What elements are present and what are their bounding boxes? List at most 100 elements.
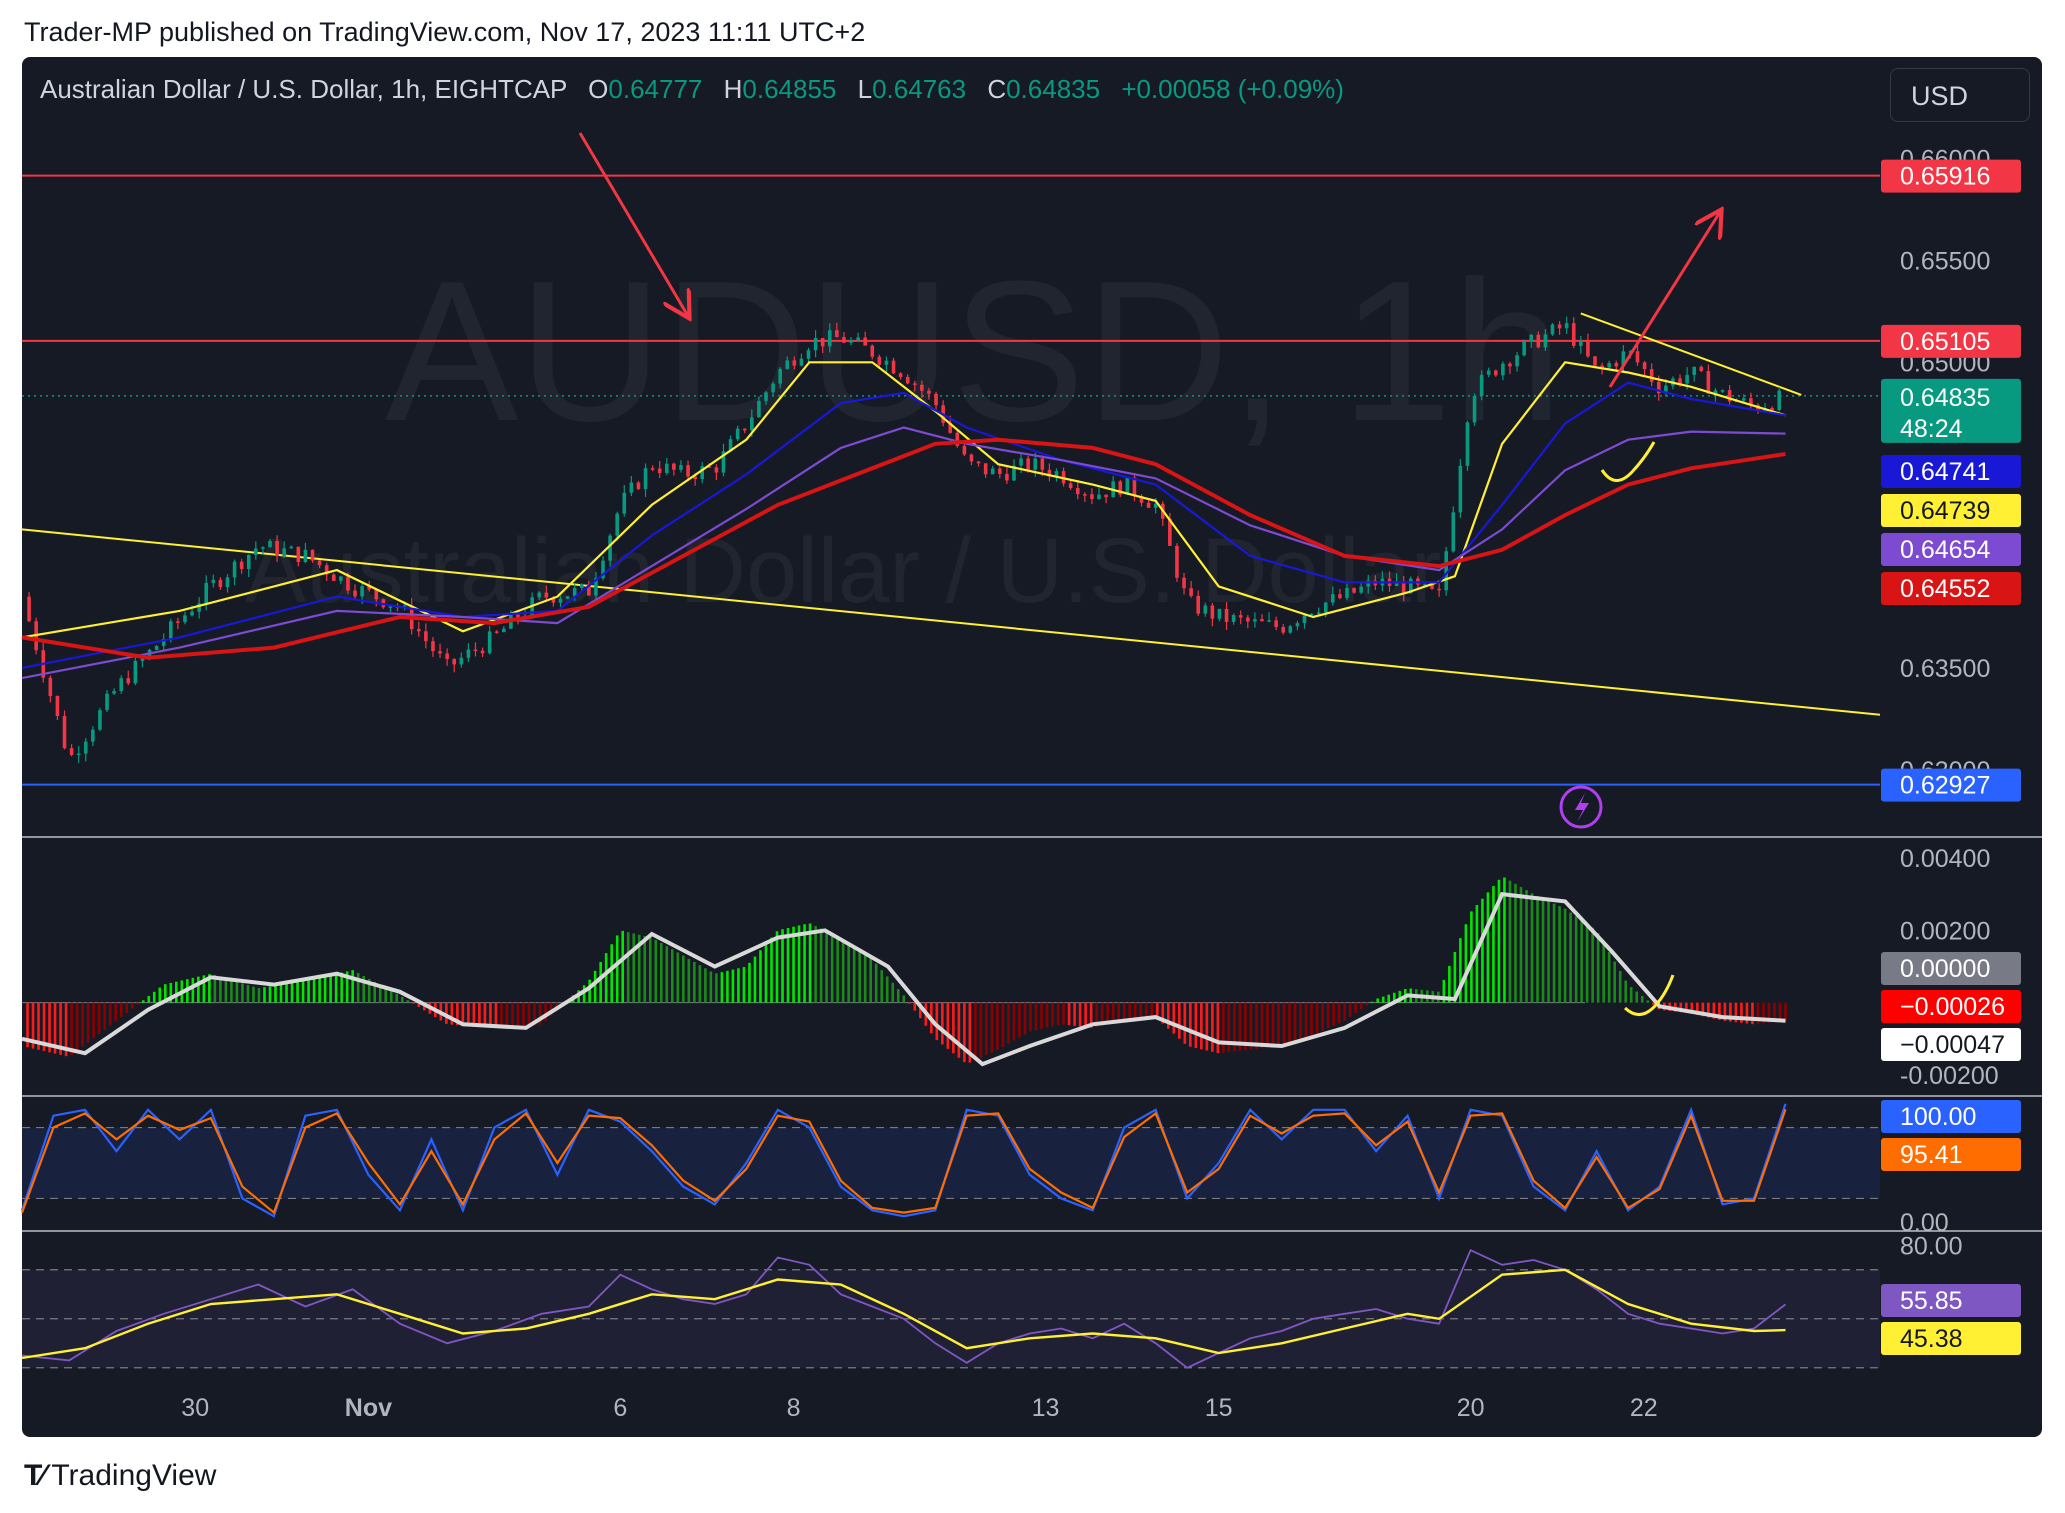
histogram-bar: [1332, 1002, 1335, 1026]
histogram-bar: [610, 944, 613, 1003]
histogram-bar: [235, 981, 239, 1003]
histogram-bar: [1629, 987, 1633, 1003]
histogram-bar: [445, 1002, 448, 1024]
histogram-bar: [1734, 1002, 1738, 1023]
candle-body: [119, 678, 123, 692]
histogram-bar: [1701, 1002, 1705, 1017]
candle-body: [360, 586, 364, 597]
candle-body: [1557, 324, 1562, 329]
histogram-bar: [367, 978, 371, 1003]
candle-body: [785, 360, 790, 369]
histogram-bar: [373, 981, 377, 1003]
histogram-bar: [1453, 952, 1457, 1003]
histogram-bar: [643, 935, 647, 1003]
candle-body: [1536, 334, 1541, 348]
histogram-bar: [1310, 1002, 1313, 1036]
candle-body: [168, 621, 173, 639]
histogram-bar: [582, 985, 586, 1003]
histogram-bar: [1001, 1002, 1005, 1047]
candle-body: [1097, 494, 1101, 500]
candle-body: [1331, 594, 1335, 603]
signal-line: [21, 892, 1786, 1067]
up-arrow-annotation: [1608, 212, 1720, 388]
candle-body: [587, 584, 591, 596]
histogram-bar: [318, 977, 321, 1003]
histogram-bar: [803, 924, 806, 1003]
candle-body: [1054, 471, 1059, 477]
histogram-bar: [1282, 1002, 1286, 1046]
candle-body: [353, 590, 357, 597]
histogram-bar: [830, 933, 834, 1003]
candle-body: [927, 390, 931, 394]
histogram-bar: [1045, 1002, 1049, 1028]
macd-value-tag-bg: [1881, 1028, 2021, 1061]
candle-body: [83, 741, 88, 754]
histogram-bar: [1729, 1002, 1732, 1022]
histogram-bar: [1348, 1002, 1352, 1017]
currency-button[interactable]: USD: [1890, 68, 2030, 122]
histogram-bar: [411, 1002, 415, 1004]
candle-body: [98, 710, 102, 730]
histogram-bar: [792, 926, 795, 1003]
candle-body: [494, 631, 499, 633]
candle-body: [764, 392, 768, 401]
candle-body: [820, 337, 825, 347]
histogram-bar: [1497, 879, 1501, 1003]
histogram-bar: [152, 991, 156, 1003]
histogram-bar: [885, 976, 889, 1003]
chart-frame[interactable]: [22, 57, 2042, 1437]
candle-body: [1153, 503, 1158, 508]
candle-body: [799, 358, 804, 366]
histogram-bar: [417, 1002, 421, 1007]
candle-body: [1189, 588, 1193, 596]
candle-body: [870, 345, 875, 357]
candle-body: [126, 678, 131, 684]
histogram-bar: [1018, 1002, 1021, 1038]
candle-body: [1401, 581, 1406, 594]
histogram-bar: [1266, 1002, 1269, 1048]
histogram-bar: [158, 987, 162, 1003]
ema-price-tag: 0.64739: [1900, 497, 1990, 525]
histogram-bar: [659, 943, 663, 1003]
histogram-bar: [1288, 1002, 1291, 1044]
histogram-bar: [880, 970, 884, 1003]
histogram-bar: [637, 934, 641, 1003]
histogram-bar: [213, 974, 217, 1003]
histogram-bar: [676, 952, 680, 1003]
histogram-bar: [86, 1002, 90, 1043]
histogram-bar: [1150, 1002, 1154, 1018]
candle-body: [629, 482, 634, 493]
histogram-bar: [648, 937, 652, 1003]
candle-body: [1437, 588, 1441, 591]
histogram-bar: [1155, 1002, 1159, 1019]
histogram-bar: [1563, 908, 1567, 1003]
flash-icon[interactable]: [1559, 785, 1603, 829]
histogram-bar: [1392, 992, 1396, 1003]
histogram-bar: [1690, 1002, 1694, 1014]
candle-body: [905, 376, 910, 384]
last-price-tag-bg: [1881, 378, 2021, 443]
histogram-bar: [1464, 924, 1468, 1003]
histogram-bar: [687, 958, 691, 1003]
histogram-bar: [693, 961, 696, 1003]
candle-body: [1019, 458, 1023, 466]
histogram-bar: [808, 923, 812, 1003]
candle-body: [1260, 619, 1264, 622]
histogram-bar: [81, 1002, 84, 1047]
candle-body: [1267, 620, 1271, 622]
candle-body: [317, 560, 322, 566]
candle-body: [1607, 363, 1611, 368]
histogram-bar: [279, 984, 283, 1003]
histogram-bar: [698, 965, 702, 1003]
candle-body: [91, 729, 95, 742]
macd-value-tag-bg: [1881, 990, 2021, 1023]
histogram-bar: [1646, 1000, 1650, 1003]
candle-body: [1104, 494, 1108, 498]
candle-body: [1047, 469, 1052, 477]
histogram-bar: [682, 955, 685, 1003]
histogram-bar: [1751, 1002, 1754, 1025]
histogram-bar: [1106, 1002, 1109, 1025]
histogram-bar: [1481, 898, 1484, 1003]
price-axis: 0.660000.655000.650000.635000.630000.659…: [1881, 146, 2021, 1355]
